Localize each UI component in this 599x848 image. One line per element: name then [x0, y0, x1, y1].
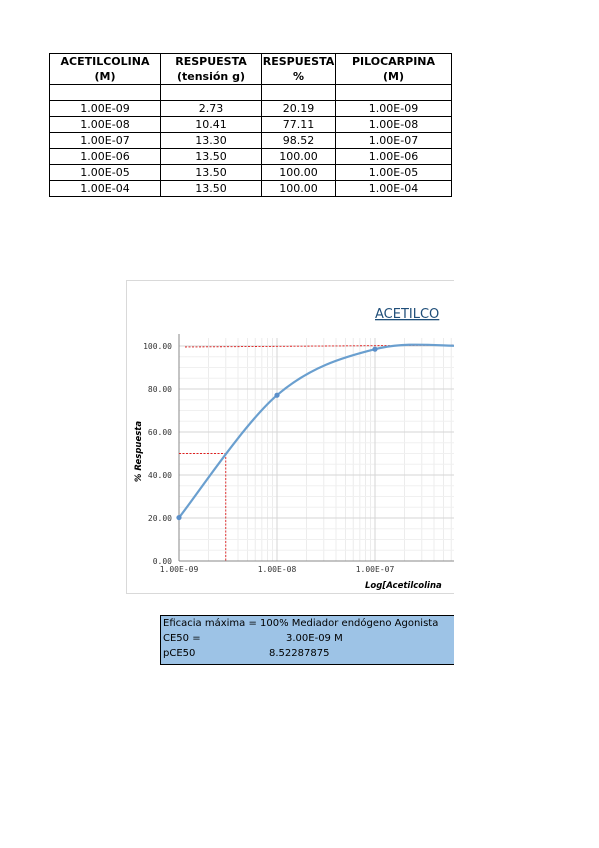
- table-cell: 1.00E-09: [335, 100, 452, 117]
- ce50-value: 3.00E-09 M: [286, 633, 343, 644]
- y-tick-label: 60.00: [148, 428, 172, 437]
- table-cell: 100.00: [261, 164, 336, 181]
- response-curve: [178, 343, 454, 519]
- table-cell: 77.11: [261, 116, 336, 133]
- table-cell: 100.00: [261, 148, 336, 165]
- table-cell: 1.00E-06: [49, 148, 161, 165]
- results-box: Eficacia máxima = 100% Mediador endógeno…: [160, 615, 454, 665]
- data-point: [372, 346, 378, 352]
- table-cell: 13.30: [160, 132, 262, 149]
- y-tick-label: 40.00: [148, 471, 172, 480]
- header-unit: (M): [49, 69, 161, 85]
- table-cell: 13.50: [160, 164, 262, 181]
- efficacy-text: Eficacia máxima = 100% Mediador endógeno…: [163, 618, 439, 629]
- table-cell: 1.00E-08: [335, 116, 452, 133]
- table-cell: 1.00E-06: [335, 148, 452, 165]
- empty-cell: [49, 84, 161, 101]
- pce50-value: 8.52287875: [269, 648, 330, 659]
- table-cell: 1.00E-05: [49, 164, 161, 181]
- y-tick-label: 80.00: [148, 385, 172, 394]
- data-point: [176, 514, 182, 521]
- table-cell: 2.73: [160, 100, 262, 117]
- table-cell: 1.00E-09: [49, 100, 161, 117]
- table-cell: 98.52: [261, 132, 336, 149]
- x-tick-label: 1.00E-09: [160, 565, 199, 574]
- table-cell: 1.00E-07: [335, 132, 452, 149]
- x-tick-label: 1.00E-07: [356, 565, 395, 574]
- header-unit: (M): [335, 69, 452, 85]
- x-tick-label: 1.00E-08: [258, 565, 297, 574]
- data-point: [274, 392, 280, 398]
- x-axis-label: Log[Acetilcolina: [365, 581, 442, 591]
- header-pilocarpina: PILOCARPINA: [335, 53, 452, 69]
- header-unit: %: [261, 69, 336, 85]
- y-tick-label: 20.00: [148, 514, 172, 523]
- table-cell: 20.19: [261, 100, 336, 117]
- header-acetilcolina: ACETILCOLINA: [49, 53, 161, 69]
- pce50-label: pCE50: [163, 648, 196, 659]
- empty-cell: [261, 84, 336, 101]
- chart-title: ACETILCO: [375, 307, 439, 322]
- y-axis-label: % Respuesta: [134, 421, 144, 482]
- y-tick-label: 100.00: [143, 342, 172, 351]
- data-table: ACETILCOLINA RESPUESTA RESPUESTA PILOCAR…: [49, 53, 452, 197]
- table-cell: 1.00E-08: [49, 116, 161, 133]
- table-cell: 1.00E-04: [335, 180, 452, 197]
- empty-cell: [160, 84, 262, 101]
- empty-cell: [335, 84, 452, 101]
- table-cell: 13.50: [160, 180, 262, 197]
- header-unit: (tensión g): [160, 69, 262, 85]
- table-cell: 1.00E-04: [49, 180, 161, 197]
- header-respuesta-tension: RESPUESTA: [160, 53, 262, 69]
- table-cell: 13.50: [160, 148, 262, 165]
- y-tick-label: 0.00: [153, 557, 172, 566]
- ce50-label: CE50 =: [163, 633, 201, 644]
- dose-response-chart: 0.00 20.00 40.00 60.00 80.00 100.00 1.00E-09 1.…: [134, 307, 454, 591]
- header-respuesta-pct: RESPUESTA: [261, 53, 336, 69]
- table-cell: 100.00: [261, 180, 336, 197]
- table-cell: 1.00E-07: [49, 132, 161, 149]
- table-cell: 10.41: [160, 116, 262, 133]
- table-cell: 1.00E-05: [335, 164, 452, 181]
- chart-area: 0.00 20.00 40.00 60.00 80.00 100.00 1.00E-09 1.…: [126, 280, 454, 594]
